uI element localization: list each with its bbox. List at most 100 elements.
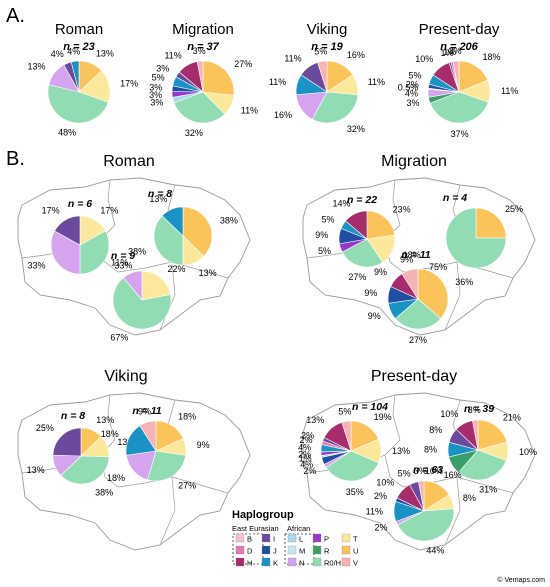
pie-slice-label: 17%: [120, 78, 138, 88]
pie-slice-V: [139, 420, 157, 453]
map-title-roman: Roman: [103, 153, 155, 170]
pie-slice-label: 9%: [197, 440, 210, 450]
pie-b-viking-1: n = 8 13% 13% 38% 13% 25%: [27, 410, 136, 497]
pie-slice-label: 10%: [519, 447, 537, 457]
pie-slice-label: 11%: [269, 77, 286, 87]
pie-slice-label: 11%: [164, 51, 181, 61]
pie-slice-K: [70, 60, 80, 93]
legend-item-N: N: [287, 557, 304, 568]
pie-slice-V: [401, 268, 419, 301]
pie-slice-label: 2%: [303, 466, 316, 476]
pie-slice-N: [123, 270, 143, 301]
pie-slice-label: 5%: [398, 468, 411, 478]
pies-layer: Roman n = 23 13% 17% 48% 13% 4% 4% Migration n = …: [27, 21, 537, 555]
map-outline-roman: [17, 177, 251, 336]
sample-size-label: n = 206: [440, 41, 478, 53]
pie-slice-label: 13%: [199, 268, 217, 278]
pie-slice-label: 18%: [482, 52, 500, 62]
legend-label: K: [273, 559, 278, 568]
pie-slice-U: [202, 60, 235, 96]
legend-title: Haplogroup: [232, 509, 294, 521]
pie-slice-label: 33%: [114, 260, 132, 270]
pie-slice-label: 11%: [368, 77, 385, 87]
legend-item-M: M: [287, 545, 305, 556]
pie-slice-R0-H: [47, 84, 109, 124]
pie-slice-label: 23%: [393, 205, 411, 215]
pie-slice-label: 8%: [424, 444, 437, 454]
pie-slice-label: 10%: [415, 54, 433, 64]
pie-slice-label: 13%: [392, 446, 410, 456]
pie-slice-label: 27%: [409, 335, 427, 345]
pie-slice-label: 1%: [299, 453, 312, 463]
legend-label: L: [299, 535, 303, 544]
pie-slice-label: 22%: [167, 264, 185, 274]
legend-label: D: [247, 547, 253, 556]
pie-slice-label: 48%: [58, 127, 76, 137]
sample-size-label: n = 23: [63, 41, 95, 53]
legend-label: U: [353, 547, 358, 556]
sample-size-label: n = 11: [132, 405, 161, 417]
pie-title: Viking: [307, 21, 348, 38]
pie-slice-label: 75%: [429, 262, 447, 272]
pie-slice-label: 33%: [28, 260, 46, 270]
pie-slice-label: 3%: [156, 64, 169, 74]
legend-item-R0-H: R0/H: [312, 557, 341, 568]
pie-slice-R0-H: [397, 508, 455, 542]
pie-slice-label: 13%: [28, 62, 46, 72]
pie-slice-label: 38%: [220, 215, 238, 225]
sample-size-label: n = 63: [413, 464, 443, 476]
pie-slice-label: 3%: [193, 46, 206, 56]
pie-slice-label: 16%: [347, 50, 365, 60]
pie-slice-label: 11%: [366, 507, 383, 517]
pie-slice-label: 14%: [333, 199, 351, 209]
pie-slice-label: 18%: [178, 412, 196, 422]
pie-slice-label: 13%: [306, 415, 324, 425]
legend-label: V: [353, 559, 358, 568]
pie-slice-R0-H: [429, 91, 489, 124]
pie-slice-label: 31%: [479, 485, 497, 495]
pie-slice-label: 10%: [425, 466, 443, 476]
pie-slice-label: 3%: [468, 405, 481, 415]
pie-slice-label: 21%: [503, 412, 521, 422]
pie-slice-label: 32%: [347, 124, 365, 134]
legend-label: N: [299, 559, 304, 568]
pie-slice-label: 36%: [455, 277, 473, 287]
pie-slice-label: 5%: [152, 73, 165, 83]
sample-size-label: n = 39: [464, 403, 494, 415]
pie-slice-label: 13%: [96, 415, 114, 425]
map-title-present: Present-day: [371, 368, 457, 385]
pie-slice-label: 19%: [374, 412, 392, 422]
pie-slice-V: [341, 420, 352, 452]
pie-slice-label: 27%: [348, 272, 366, 282]
map-region-border: [444, 476, 461, 546]
pie-b-migration-1: n = 22 23% 18% 27% 5% 9% 5% 14%: [315, 194, 420, 282]
pie-slice-label: 4%: [51, 49, 64, 59]
legend-item-B: B: [235, 533, 252, 544]
sample-size-label: n = 19: [311, 41, 343, 53]
legend-swatch: [235, 557, 245, 567]
pie-slice-V: [452, 60, 460, 93]
pie-slice-label: 4%: [300, 459, 313, 469]
pie-slice-I: [54, 215, 81, 246]
panel-b-label: B.: [6, 148, 25, 170]
map-region-border: [159, 476, 176, 546]
legend-label: R: [324, 547, 330, 556]
map-title-viking: Viking: [104, 368, 147, 385]
pie-slice-U: [475, 207, 507, 239]
legend-label: M: [299, 547, 305, 556]
legend-item-H: H: [235, 557, 252, 568]
map-title-migration: Migration: [381, 153, 447, 170]
pie-slice-label: 11%: [111, 257, 128, 267]
map-region-border: [384, 394, 404, 488]
legend-label: J: [273, 547, 277, 556]
legend-swatch: [287, 533, 297, 543]
pie-slice-label: 27%: [234, 59, 252, 69]
pie-slice-label: 3%: [149, 90, 162, 100]
legend-label: B: [247, 535, 252, 544]
pie-slice-label: 25%: [36, 423, 54, 433]
pie-slice-R0-H: [311, 91, 359, 124]
sample-size-label: n = 37: [187, 41, 219, 53]
pie-title: Present-day: [419, 21, 500, 38]
